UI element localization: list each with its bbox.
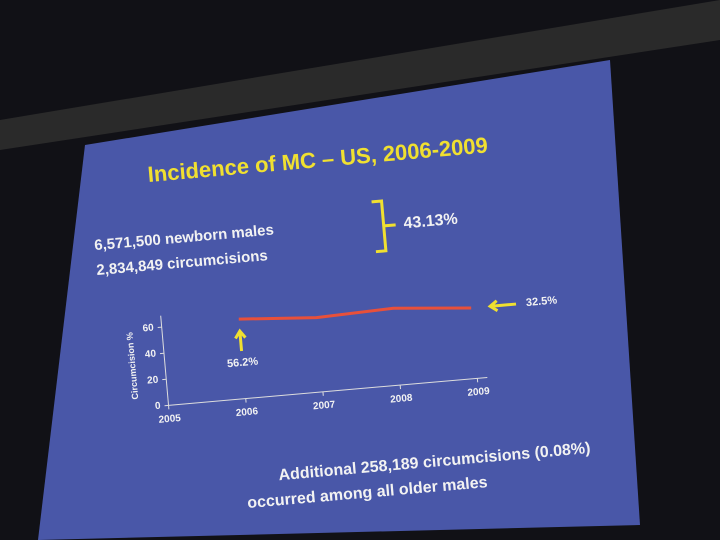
x-tick-label: 2007 [313, 399, 337, 412]
x-tick-label: 2009 [467, 386, 491, 399]
slide [38, 60, 640, 540]
y-tick-label: 60 [142, 323, 154, 335]
axis [160, 315, 170, 406]
line-series [238, 306, 472, 321]
y-tick-label: 0 [155, 401, 162, 412]
x-tick-label: 2005 [158, 413, 182, 426]
truss [0, 0, 720, 150]
arrow [234, 328, 247, 352]
axis [168, 376, 488, 406]
x-tick-label: 2008 [390, 393, 414, 406]
y-tick-label: 40 [144, 349, 156, 361]
x-tick-label: 2006 [235, 406, 259, 419]
arrow [487, 299, 517, 312]
bracket-label: 43.13% [403, 211, 459, 233]
y-tick-label: 20 [147, 375, 159, 387]
annotation: 32.5% [525, 294, 557, 309]
bracket [371, 199, 396, 254]
annotation: 56.2% [227, 356, 259, 371]
